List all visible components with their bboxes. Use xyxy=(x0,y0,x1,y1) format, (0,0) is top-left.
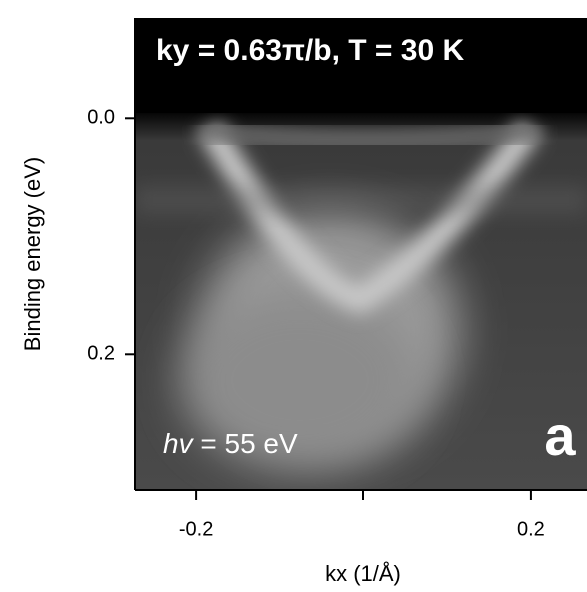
annotation-symbol: hv xyxy=(163,428,195,459)
chart-title: ky = 0.63π/b, T = 30 K xyxy=(156,34,464,67)
annotation: hv = 55 eV xyxy=(163,428,298,459)
x-tick-label: -0.2 xyxy=(179,518,213,540)
intensity-map xyxy=(135,18,587,490)
y-tick-label: 0.0 xyxy=(87,107,115,129)
y-axis-label: Binding energy (eV) xyxy=(20,157,45,351)
y-tick-label: 0.2 xyxy=(87,343,115,365)
x-axis-label: kx (1/Å) xyxy=(325,561,401,586)
annotation-text: = 55 eV xyxy=(200,428,298,459)
panel-label: a xyxy=(544,404,576,467)
x-tick-label: 0.2 xyxy=(517,518,545,540)
